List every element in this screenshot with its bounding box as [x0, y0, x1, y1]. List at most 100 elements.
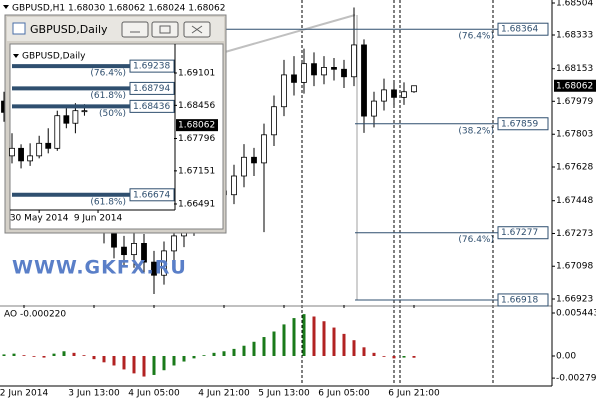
x-tick-label: 6 Jun 21:00: [388, 389, 440, 399]
ao-bar: [52, 353, 56, 356]
window-icon: [12, 22, 26, 35]
y-tick-label: 1.68504: [556, 0, 593, 8]
last-price-box: [554, 79, 596, 92]
candle-body: [311, 63, 317, 76]
level-box: [129, 81, 175, 95]
y-tick-label: 0.00: [556, 351, 576, 361]
candle-body: [291, 74, 297, 83]
ao-bar: [2, 354, 6, 356]
x-tick-label: 6 Jun 05:00: [318, 389, 370, 399]
ao-bar: [332, 327, 336, 356]
inset-window: GBPUSD,Daily GBPUSD,Daily 1.69238 (76.4%)…: [4, 14, 227, 234]
level-value: 1.69238: [133, 62, 170, 72]
inset-plot-area: [9, 43, 224, 230]
x-tick-label: 4 Jun 05:00: [128, 389, 180, 399]
level-label: (38.2%): [458, 126, 494, 136]
ao-bar: [192, 355, 196, 359]
ao-bar: [102, 355, 106, 363]
ao-bar: [252, 341, 256, 356]
candle-body: [141, 243, 147, 263]
ao-bar: [392, 355, 396, 359]
candle-body: [54, 115, 61, 149]
chart-title: GBPUSD,H1 1.68030 1.68062 1.68024 1.6806…: [12, 4, 225, 14]
ao-bar: [402, 355, 406, 358]
ao-bar: [412, 355, 416, 358]
ao-panel: 0.005443 0.00 -0.002798: [2, 309, 596, 384]
candle-body: [351, 44, 357, 78]
inset-chart-title: GBPUSD,Daily: [22, 52, 86, 62]
level-label: (76.4%): [90, 69, 126, 79]
candle-body: [121, 246, 127, 256]
ao-bar: [292, 318, 296, 356]
level-label: (61.8%): [90, 91, 126, 101]
candle-body: [9, 147, 15, 157]
watermark: WWW.GKFX.RU: [12, 257, 187, 279]
y-tick-label: -0.002798: [556, 374, 596, 384]
minimize-button[interactable]: [121, 21, 149, 38]
y-tick-label: 1.66491: [178, 199, 215, 209]
x-tick-label: 4 Jun 21:00: [198, 389, 250, 399]
ao-bar: [162, 355, 166, 371]
y-tick-label: 1.67803: [556, 130, 593, 140]
menu-arrow: [13, 54, 19, 58]
y-tick-label: 1.66923: [556, 295, 593, 305]
ao-bar: [302, 314, 306, 356]
ao-bar: [32, 355, 36, 357]
candle-body: [18, 147, 24, 162]
ao-bar: [72, 352, 76, 356]
y-tick-label: 1.68153: [556, 64, 593, 74]
ao-bar: [352, 340, 356, 356]
candle-body: [131, 243, 137, 256]
y-tick-label: 1.67448: [556, 196, 593, 206]
maximize-glyph: [159, 25, 171, 34]
ao-bar: [92, 355, 96, 360]
ao-bar: [152, 355, 156, 375]
level-label: (76.4%): [458, 32, 494, 42]
level-value: 1.68436: [133, 102, 170, 112]
level-value: 1.67859: [501, 119, 538, 129]
candle-body: [321, 67, 327, 76]
candle-body: [63, 115, 70, 124]
level-label: (50%): [99, 109, 126, 119]
candle-body: [391, 89, 397, 98]
candle-body: [261, 134, 267, 164]
ao-bar: [22, 355, 26, 356]
candle-body: [281, 74, 287, 108]
candle-body: [411, 85, 417, 93]
candle-body: [72, 110, 79, 124]
y-tick-label: 1.67098: [556, 262, 593, 272]
x-tick-label: 5 Jun 13:00: [258, 389, 310, 399]
candle-body: [341, 68, 347, 78]
ao-bar: [242, 345, 246, 356]
candle-body: [111, 231, 117, 248]
level-box: [497, 117, 549, 131]
maximize-button[interactable]: [151, 21, 179, 38]
level-value: 1.66918: [501, 295, 538, 305]
ao-bar: [232, 348, 236, 356]
ao-bar: [282, 324, 286, 356]
candle-body: [301, 63, 307, 83]
candle-body: [401, 91, 407, 98]
candle-body: [381, 89, 387, 102]
candle-body: [161, 250, 167, 276]
ao-bar: [342, 333, 346, 356]
level-box: [497, 293, 549, 307]
close-glyph: [191, 25, 203, 34]
candle-body: [361, 44, 367, 117]
candle-body: [45, 142, 52, 149]
level-value: 1.66674: [133, 190, 170, 200]
indicator-title: AO -0.000220: [4, 310, 66, 320]
ao-bar: [272, 331, 276, 356]
candle-body: [27, 155, 34, 162]
level-value: 1.67277: [501, 228, 538, 238]
ao-bar: [262, 337, 266, 356]
ao-bar: [202, 355, 206, 356]
fibo-anchor: [224, 14, 356, 53]
last-price-label: 1.68062: [556, 81, 593, 91]
candle-body: [151, 261, 157, 276]
candle-body: [231, 175, 237, 196]
candle-body: [331, 67, 337, 70]
level-label: (61.8%): [90, 197, 126, 207]
ao-bar: [182, 355, 186, 362]
